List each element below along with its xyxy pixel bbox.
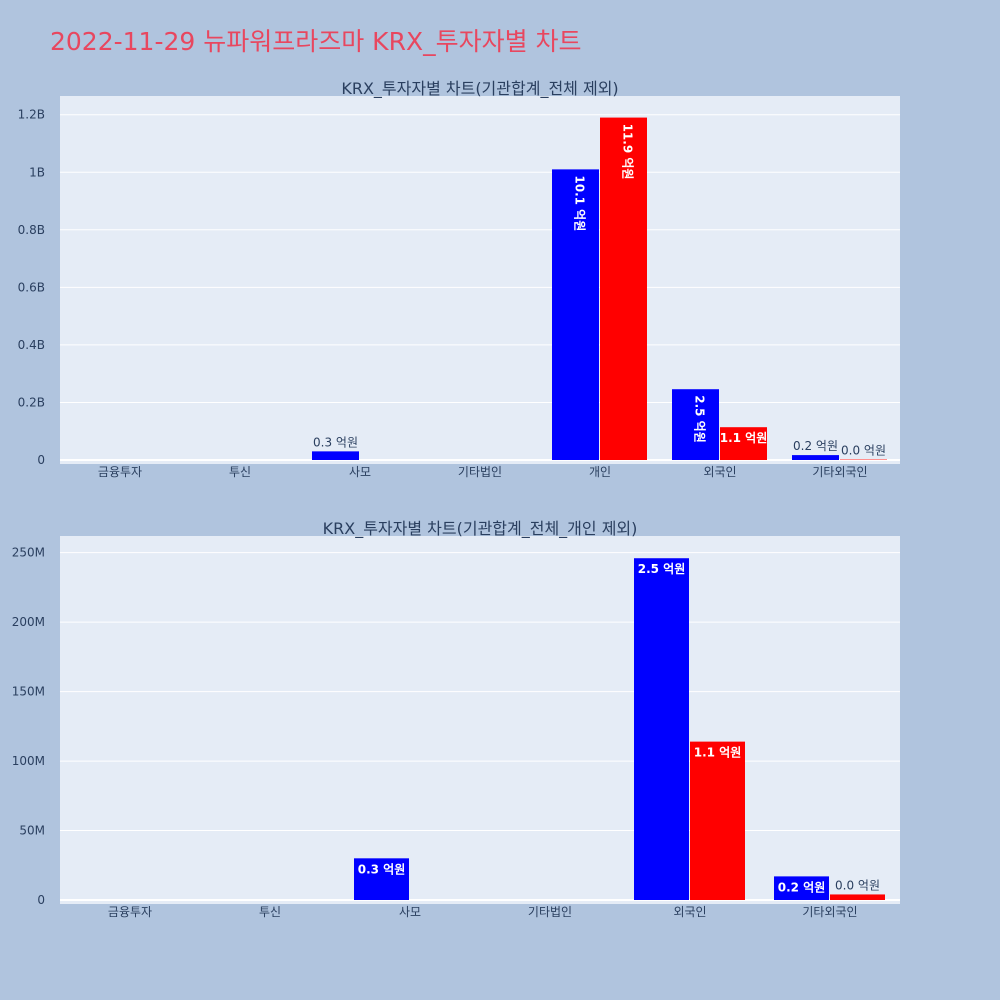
- x-tick-label: 투신: [229, 465, 251, 479]
- data-label: 11.9 억원: [621, 124, 635, 180]
- y-tick-label: 50M: [19, 824, 45, 838]
- bar: [634, 558, 689, 900]
- data-label: 0.3 억원: [313, 435, 358, 449]
- plot-area: [60, 536, 900, 904]
- bar: [792, 455, 839, 460]
- plot-area: [60, 96, 900, 464]
- bar: [830, 894, 885, 900]
- data-label: 0.0 억원: [841, 444, 886, 458]
- y-tick-label: 0.4B: [18, 338, 45, 352]
- x-tick-label: 외국인: [673, 905, 706, 919]
- y-tick-label: 1.2B: [18, 108, 45, 122]
- y-tick-label: 0.2B: [18, 395, 45, 409]
- x-tick-label: 기타법인: [458, 465, 502, 479]
- data-label: 2.5 억원: [638, 562, 686, 576]
- y-tick-label: 150M: [12, 685, 45, 699]
- x-tick-label: 사모: [349, 465, 371, 479]
- bar: [690, 741, 745, 900]
- bar: [600, 117, 647, 460]
- x-tick-label: 사모: [399, 905, 421, 919]
- chart-excluding-institutions-and-individuals: KRX_투자자별 차트(기관합계_전체_개인 제외) 0 50M 100M 150M 20…: [12, 519, 900, 919]
- x-tick-label: 기타외국인: [802, 905, 857, 919]
- y-tick-label: 0.8B: [18, 223, 45, 237]
- data-label: 0.2 억원: [778, 880, 826, 894]
- data-label: 0.0 억원: [835, 878, 880, 892]
- data-label: 0.3 억원: [358, 862, 406, 876]
- x-tick-label: 투신: [259, 905, 281, 919]
- y-tick-label: 0: [37, 453, 45, 467]
- x-tick-label: 금융투자: [108, 905, 152, 919]
- chart-excluding-institutions: KRX_투자자별 차트(기관합계_전체 제외) 0 0.2B 0.4B 0.6B 0.8B…: [18, 79, 900, 479]
- x-tick-label: 기타법인: [528, 905, 572, 919]
- data-label: 1.1 억원: [720, 431, 768, 445]
- chart-title: KRX_투자자별 차트(기관합계_전체 제외): [341, 79, 618, 99]
- bar: [774, 876, 829, 900]
- data-label: 10.1 억원: [573, 175, 587, 231]
- bar: [354, 858, 409, 900]
- bar: [552, 169, 599, 460]
- data-label: 1.1 억원: [694, 746, 742, 760]
- page-title: 2022-11-29 뉴파워프라즈마 KRX_투자자별 차트: [50, 27, 582, 56]
- y-tick-label: 250M: [12, 546, 45, 560]
- bar: [672, 389, 719, 460]
- bar: [720, 427, 767, 460]
- y-tick-label: 0: [37, 893, 45, 907]
- y-tick-label: 200M: [12, 615, 45, 629]
- data-label: 2.5 억원: [693, 395, 707, 443]
- y-tick-label: 1B: [29, 165, 45, 179]
- y-tick-label: 0.6B: [18, 280, 45, 294]
- x-tick-label: 기타외국인: [812, 465, 867, 479]
- x-tick-label: 금융투자: [98, 465, 142, 479]
- y-tick-label: 100M: [12, 754, 45, 768]
- x-tick-label: 개인: [589, 465, 611, 479]
- x-tick-label: 외국인: [703, 465, 736, 479]
- bar: [312, 451, 359, 460]
- chart-title: KRX_투자자별 차트(기관합계_전체_개인 제외): [323, 519, 638, 539]
- data-label: 0.2 억원: [793, 439, 838, 453]
